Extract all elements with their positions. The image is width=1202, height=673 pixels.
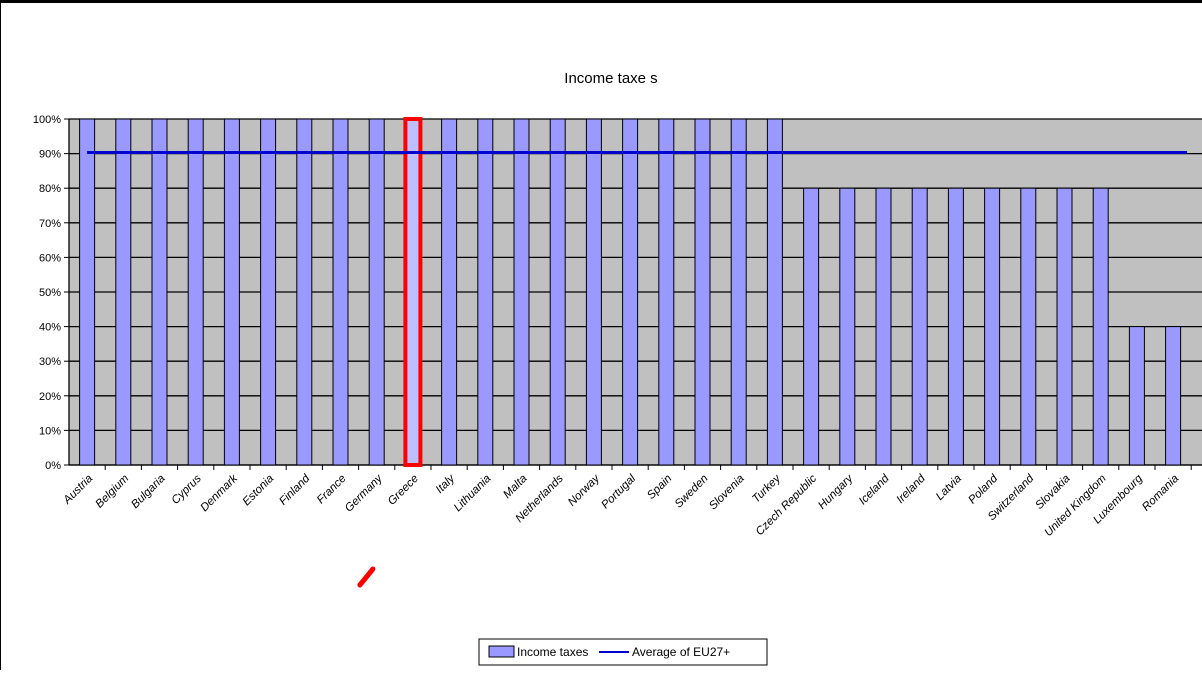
bar — [658, 118, 675, 466]
bar — [766, 118, 783, 466]
bar — [115, 118, 132, 466]
y-tick-label: 30% — [39, 356, 61, 368]
y-tick-label: 100% — [33, 114, 61, 126]
legend-label-average: Average of EU27+ — [632, 645, 730, 659]
y-tick-label: 20% — [39, 391, 61, 403]
y-tick-label: 50% — [39, 287, 61, 299]
bar — [223, 118, 240, 466]
bar — [839, 187, 856, 466]
bar — [730, 118, 747, 466]
bar — [477, 118, 494, 466]
bar — [622, 118, 639, 466]
bar — [332, 118, 349, 466]
y-tick-label: 10% — [39, 425, 61, 437]
bar — [875, 187, 892, 466]
income-taxes-chart: Income taxe s 0% 10% 20% 30% 40% 50% 60% 70% 80%… — [1, 3, 1202, 673]
bar — [296, 118, 313, 466]
y-tick-label: 60% — [39, 252, 61, 264]
plot-area: 0%10%20%30%40%50%60%70%80%90%100%Austria… — [33, 114, 1202, 588]
bar-highlighted — [403, 117, 423, 467]
bar — [260, 118, 277, 466]
y-tick-label: 0% — [45, 460, 61, 472]
bar — [1128, 326, 1145, 466]
legend-swatch-income-taxes — [488, 645, 515, 658]
bar — [803, 187, 820, 466]
chart-title: Income taxe s — [564, 70, 657, 87]
y-tick-label: 90% — [39, 149, 61, 161]
bar — [1165, 326, 1182, 466]
bar — [1020, 187, 1037, 466]
bar — [694, 118, 711, 466]
bar — [911, 187, 928, 466]
highlight-annotation-mark — [357, 566, 376, 588]
bar — [441, 118, 458, 466]
bar — [984, 187, 1001, 466]
bar — [947, 187, 964, 466]
y-tick-label: 40% — [39, 322, 61, 334]
bar — [585, 118, 602, 466]
bar — [549, 118, 566, 466]
bar — [1092, 187, 1109, 466]
bar — [187, 118, 204, 466]
bar — [151, 118, 168, 466]
legend: Income taxes Average of EU27+ — [478, 638, 768, 666]
y-tick-label: 80% — [39, 183, 61, 195]
bar — [1056, 187, 1073, 466]
bar — [513, 118, 530, 466]
y-tick-label: 70% — [39, 218, 61, 230]
bar — [79, 118, 96, 466]
bar — [368, 118, 385, 466]
legend-label-income-taxes: Income taxes — [517, 645, 588, 659]
